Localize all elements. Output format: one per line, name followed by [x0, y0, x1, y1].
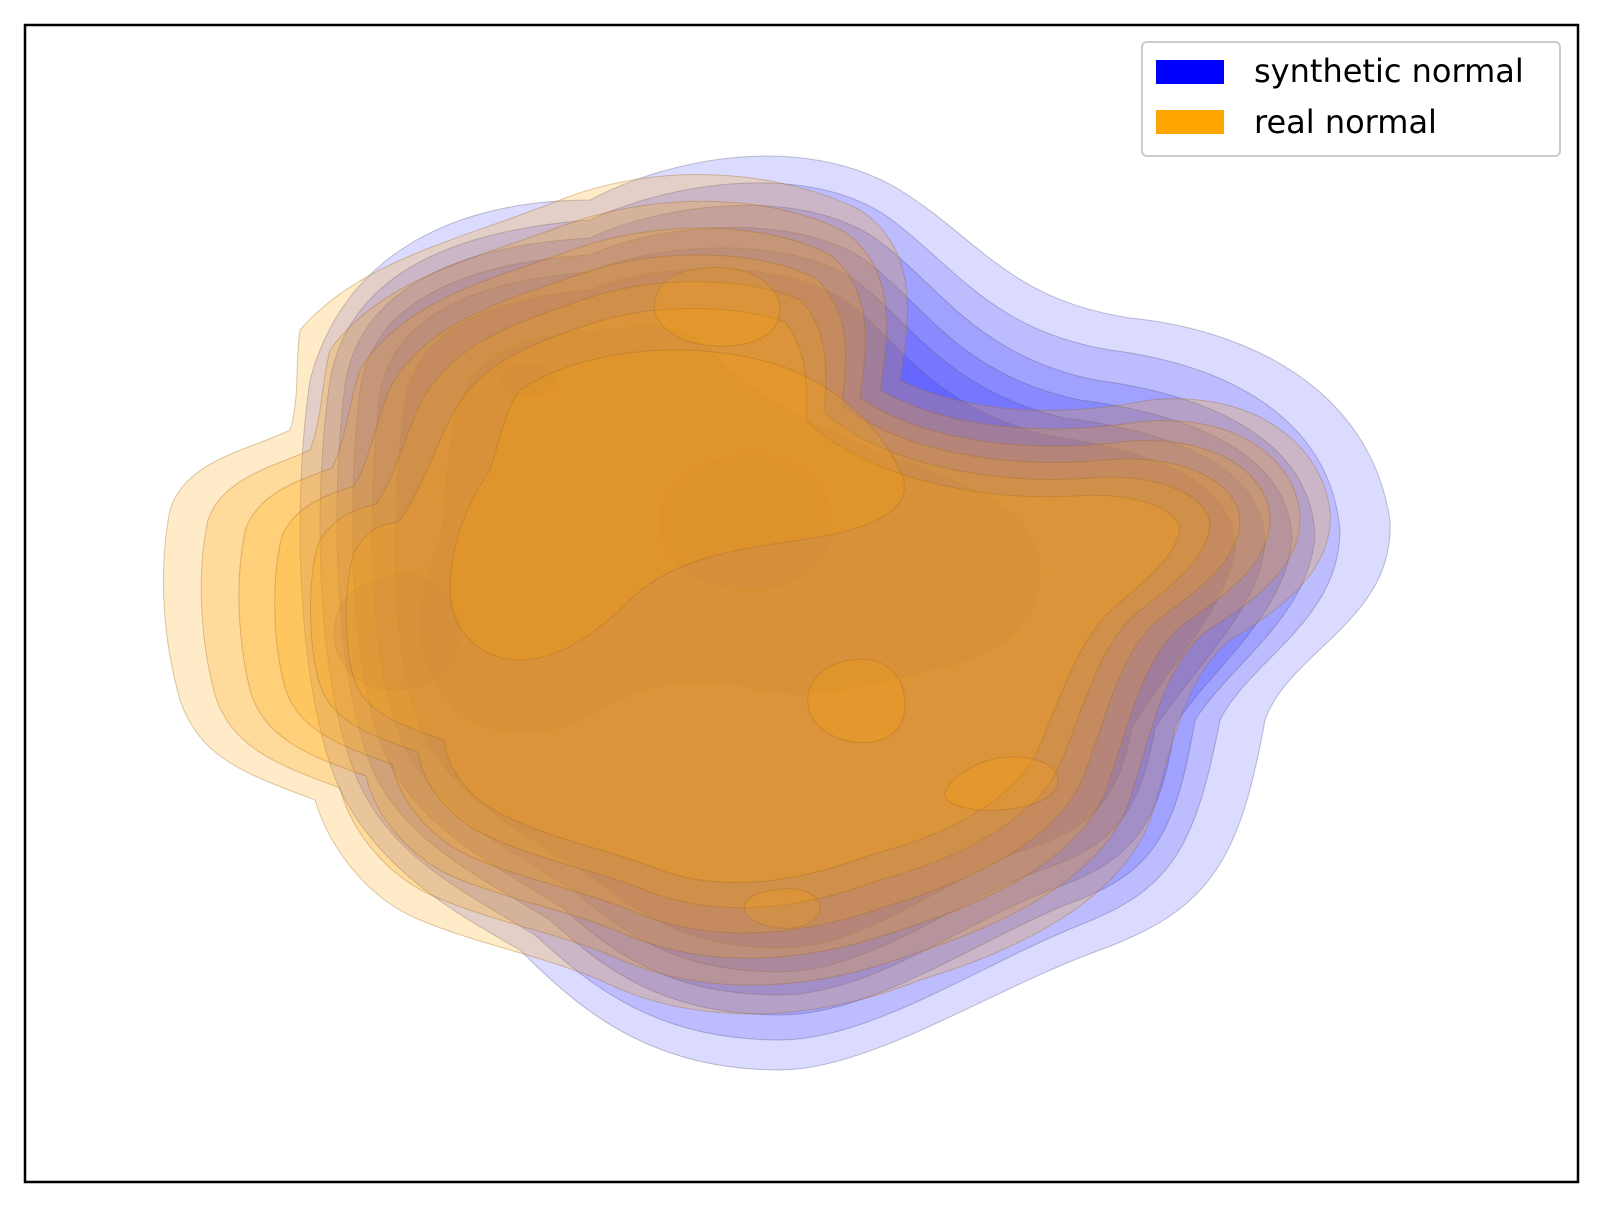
synthetic-contour-level-6: [394, 268, 1236, 949]
synthetic-contour-level-7: [420, 325, 1041, 733]
legend: synthetic normal real normal: [1141, 41, 1561, 157]
real-contour-level-10: [744, 888, 821, 929]
legend-box: [1141, 41, 1561, 157]
legend-swatch-synthetic-normal: [1156, 60, 1224, 84]
synthetic-contour-level-10: [501, 363, 557, 398]
real-contour-level-2: [200, 200, 1301, 986]
real-contour-level-1: [162, 174, 1331, 1015]
real-normal-density: [162, 174, 1331, 1015]
real-contour-level-8: [653, 266, 781, 347]
legend-label-real-normal: real normal: [1254, 103, 1437, 141]
real-contour-level-7: [449, 349, 905, 661]
plot-area: [162, 155, 1391, 1071]
legend-swatch-real-normal: [1156, 110, 1224, 134]
synthetic-contour-level-8: [659, 453, 832, 591]
real-contour-level-11: [944, 756, 1059, 811]
synthetic-contour-level-3: [336, 204, 1316, 1016]
synthetic-contour-level-9: [333, 573, 461, 691]
legend-label-synthetic-normal: synthetic normal: [1254, 52, 1524, 90]
axes-frame: [23, 23, 1580, 1184]
real-contour-level-5: [310, 281, 1211, 909]
real-contour-level-9: [807, 658, 906, 744]
real-contour-level-6: [345, 308, 1181, 884]
synthetic-normal-density: [299, 155, 1391, 1071]
synthetic-contour-level-1: [299, 155, 1391, 1071]
synthetic-contour-level-4: [352, 226, 1293, 996]
synthetic-contour-level-5: [371, 247, 1266, 973]
synthetic-contour-level-2: [319, 182, 1341, 1041]
real-contour-level-4: [274, 254, 1241, 934]
real-contour-level-3: [238, 227, 1271, 959]
